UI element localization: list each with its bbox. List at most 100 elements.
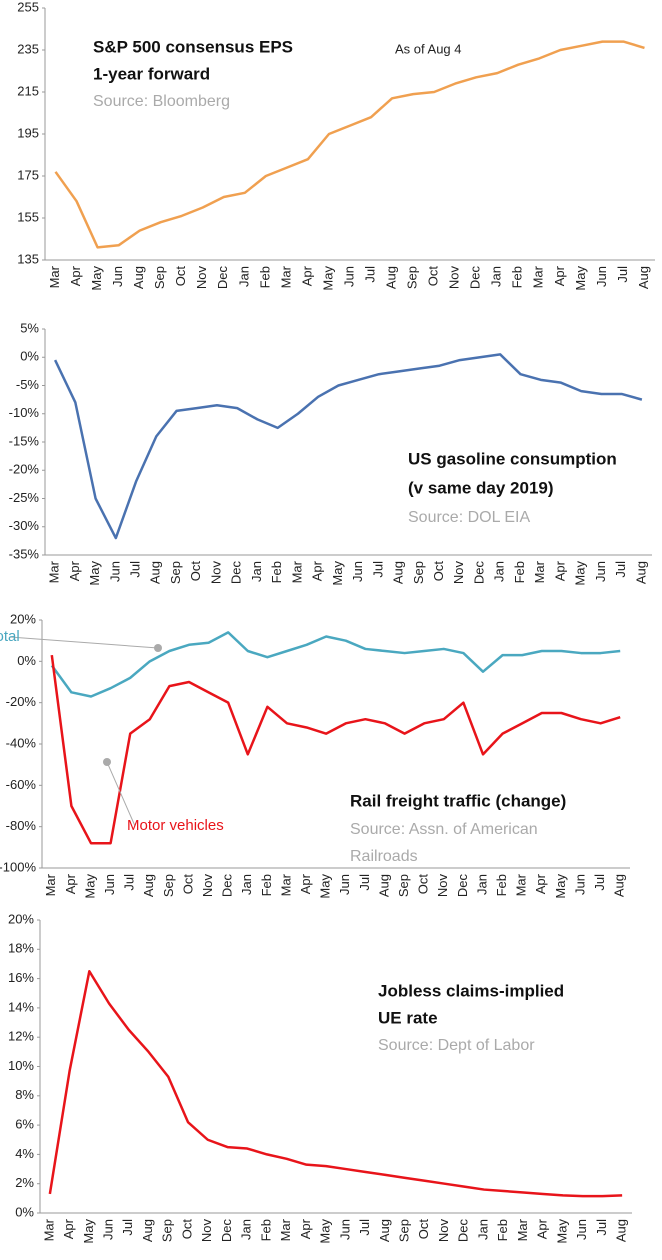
y-tick-label: 10% <box>8 1058 34 1073</box>
x-tick-label: Sep <box>411 561 426 584</box>
x-tick-label: Oct <box>180 874 195 895</box>
y-tick-label: 4% <box>15 1146 34 1161</box>
x-tick-label: Jul <box>357 874 372 891</box>
x-tick-label: Jun <box>594 266 609 287</box>
x-tick-label: Aug <box>614 1219 629 1242</box>
x-tick-label: Jun <box>107 561 122 582</box>
x-tick-label: Dec <box>219 1219 234 1243</box>
x-tick-label: Apr <box>552 265 567 286</box>
x-tick-label: May <box>87 561 102 586</box>
y-tick-label: 235 <box>17 41 39 56</box>
y-tick-label: -10% <box>9 405 40 420</box>
x-tick-label: Feb <box>510 266 525 288</box>
x-tick-label: Dec <box>456 1219 471 1243</box>
line <box>53 353 643 540</box>
x-tick-label: Sep <box>405 266 420 289</box>
y-tick-label: -35% <box>9 546 40 561</box>
x-tick-label: Jun <box>341 266 356 287</box>
x-tick-label: Jan <box>474 874 489 895</box>
x-tick-label: Sep <box>397 1219 412 1242</box>
x-tick-label: Nov <box>447 266 462 290</box>
source: Railroads <box>350 848 418 865</box>
x-tick-label: May <box>554 1219 569 1244</box>
x-tick-label: Aug <box>131 266 146 289</box>
x-tick-label: Aug <box>391 561 406 584</box>
y-tick-label: 12% <box>8 1029 34 1044</box>
panel-title: Rail freight traffic (change) <box>350 791 566 810</box>
x-tick-label: Dec <box>455 874 470 898</box>
y-tick-label: -40% <box>6 735 37 750</box>
x-tick-label: Jul <box>362 266 377 283</box>
x-tick-label: Oct <box>179 1219 194 1240</box>
y-tick-label: 215 <box>17 83 39 98</box>
y-tick-label: -5% <box>16 377 40 392</box>
x-tick-label: May <box>318 1219 333 1244</box>
x-tick-label: Jan <box>492 561 507 582</box>
legend-label: Total <box>0 628 20 645</box>
x-tick-label: Apr <box>310 560 325 581</box>
y-tick-label: -25% <box>9 490 40 505</box>
panel-title: 1-year forward <box>93 64 210 83</box>
x-tick-label: Aug <box>140 1219 155 1242</box>
x-tick-label: Apr <box>298 873 313 894</box>
x-tick-label: Mar <box>41 1218 56 1241</box>
x-tick-label: May <box>81 1219 96 1244</box>
x-tick-label: Mar <box>47 265 62 288</box>
x-tick-label: Feb <box>494 874 509 896</box>
x-tick-label: Mar <box>278 873 293 896</box>
y-tick-label: 6% <box>15 1117 34 1132</box>
y-tick-label: 0% <box>17 653 36 668</box>
y-tick-label: 0% <box>20 349 39 364</box>
line <box>48 970 623 1198</box>
x-tick-label: Feb <box>495 1219 510 1241</box>
y-tick-label: -15% <box>9 433 40 448</box>
panel-title: (v same day 2019) <box>408 478 554 497</box>
x-tick-label: May <box>573 561 588 586</box>
x-tick-label: Jan <box>236 266 251 287</box>
source: Source: Assn. of American <box>350 821 538 838</box>
x-tick-label: Jan <box>475 1219 490 1240</box>
x-tick-label: Mar <box>47 560 62 583</box>
x-tick-label: Jun <box>350 561 365 582</box>
x-tick-label: Aug <box>612 874 627 897</box>
x-tick-label: Nov <box>436 1219 451 1243</box>
x-tick-label: Feb <box>269 561 284 583</box>
x-tick-label: Aug <box>377 1219 392 1242</box>
panel-title: Jobless claims-implied <box>378 981 564 1000</box>
x-tick-label: Apr <box>61 1218 76 1239</box>
x-tick-label: Aug <box>633 561 648 584</box>
x-tick-label: May <box>553 874 568 899</box>
y-tick-label: 20% <box>10 611 36 626</box>
x-tick-label: Dec <box>215 266 230 290</box>
x-tick-label: Mar <box>514 873 529 896</box>
x-tick-label: Jul <box>592 874 607 891</box>
x-tick-label: Mar <box>532 560 547 583</box>
leader-dot <box>103 758 111 766</box>
x-tick-label: Sep <box>396 874 411 897</box>
line <box>50 654 621 845</box>
x-tick-label: Jan <box>239 1219 254 1240</box>
x-tick-label: Dec <box>471 561 486 585</box>
legend-label: Motor vehicles <box>127 817 224 834</box>
x-tick-label: May <box>82 874 97 899</box>
x-tick-label: Jun <box>101 1219 116 1240</box>
x-tick-label: Aug <box>141 874 156 897</box>
x-tick-label: Aug <box>376 874 391 897</box>
x-tick-label: Jun <box>337 874 352 895</box>
y-tick-label: 14% <box>8 999 34 1014</box>
y-tick-label: -80% <box>6 818 37 833</box>
x-tick-label: Apr <box>63 873 78 894</box>
line <box>50 631 621 698</box>
x-tick-label: Jul <box>120 1219 135 1236</box>
x-tick-label: Jan <box>489 266 504 287</box>
y-tick-label: -30% <box>9 518 40 533</box>
source: Source: DOL EIA <box>408 509 530 526</box>
leader-dot <box>154 644 162 652</box>
x-tick-label: Jul <box>122 874 137 891</box>
x-tick-label: Jun <box>572 874 587 895</box>
x-tick-label: Jun <box>574 1219 589 1240</box>
x-tick-label: Feb <box>258 1219 273 1241</box>
y-tick-label: 175 <box>17 167 39 182</box>
x-tick-label: Apr <box>552 560 567 581</box>
x-tick-label: Jun <box>110 266 125 287</box>
